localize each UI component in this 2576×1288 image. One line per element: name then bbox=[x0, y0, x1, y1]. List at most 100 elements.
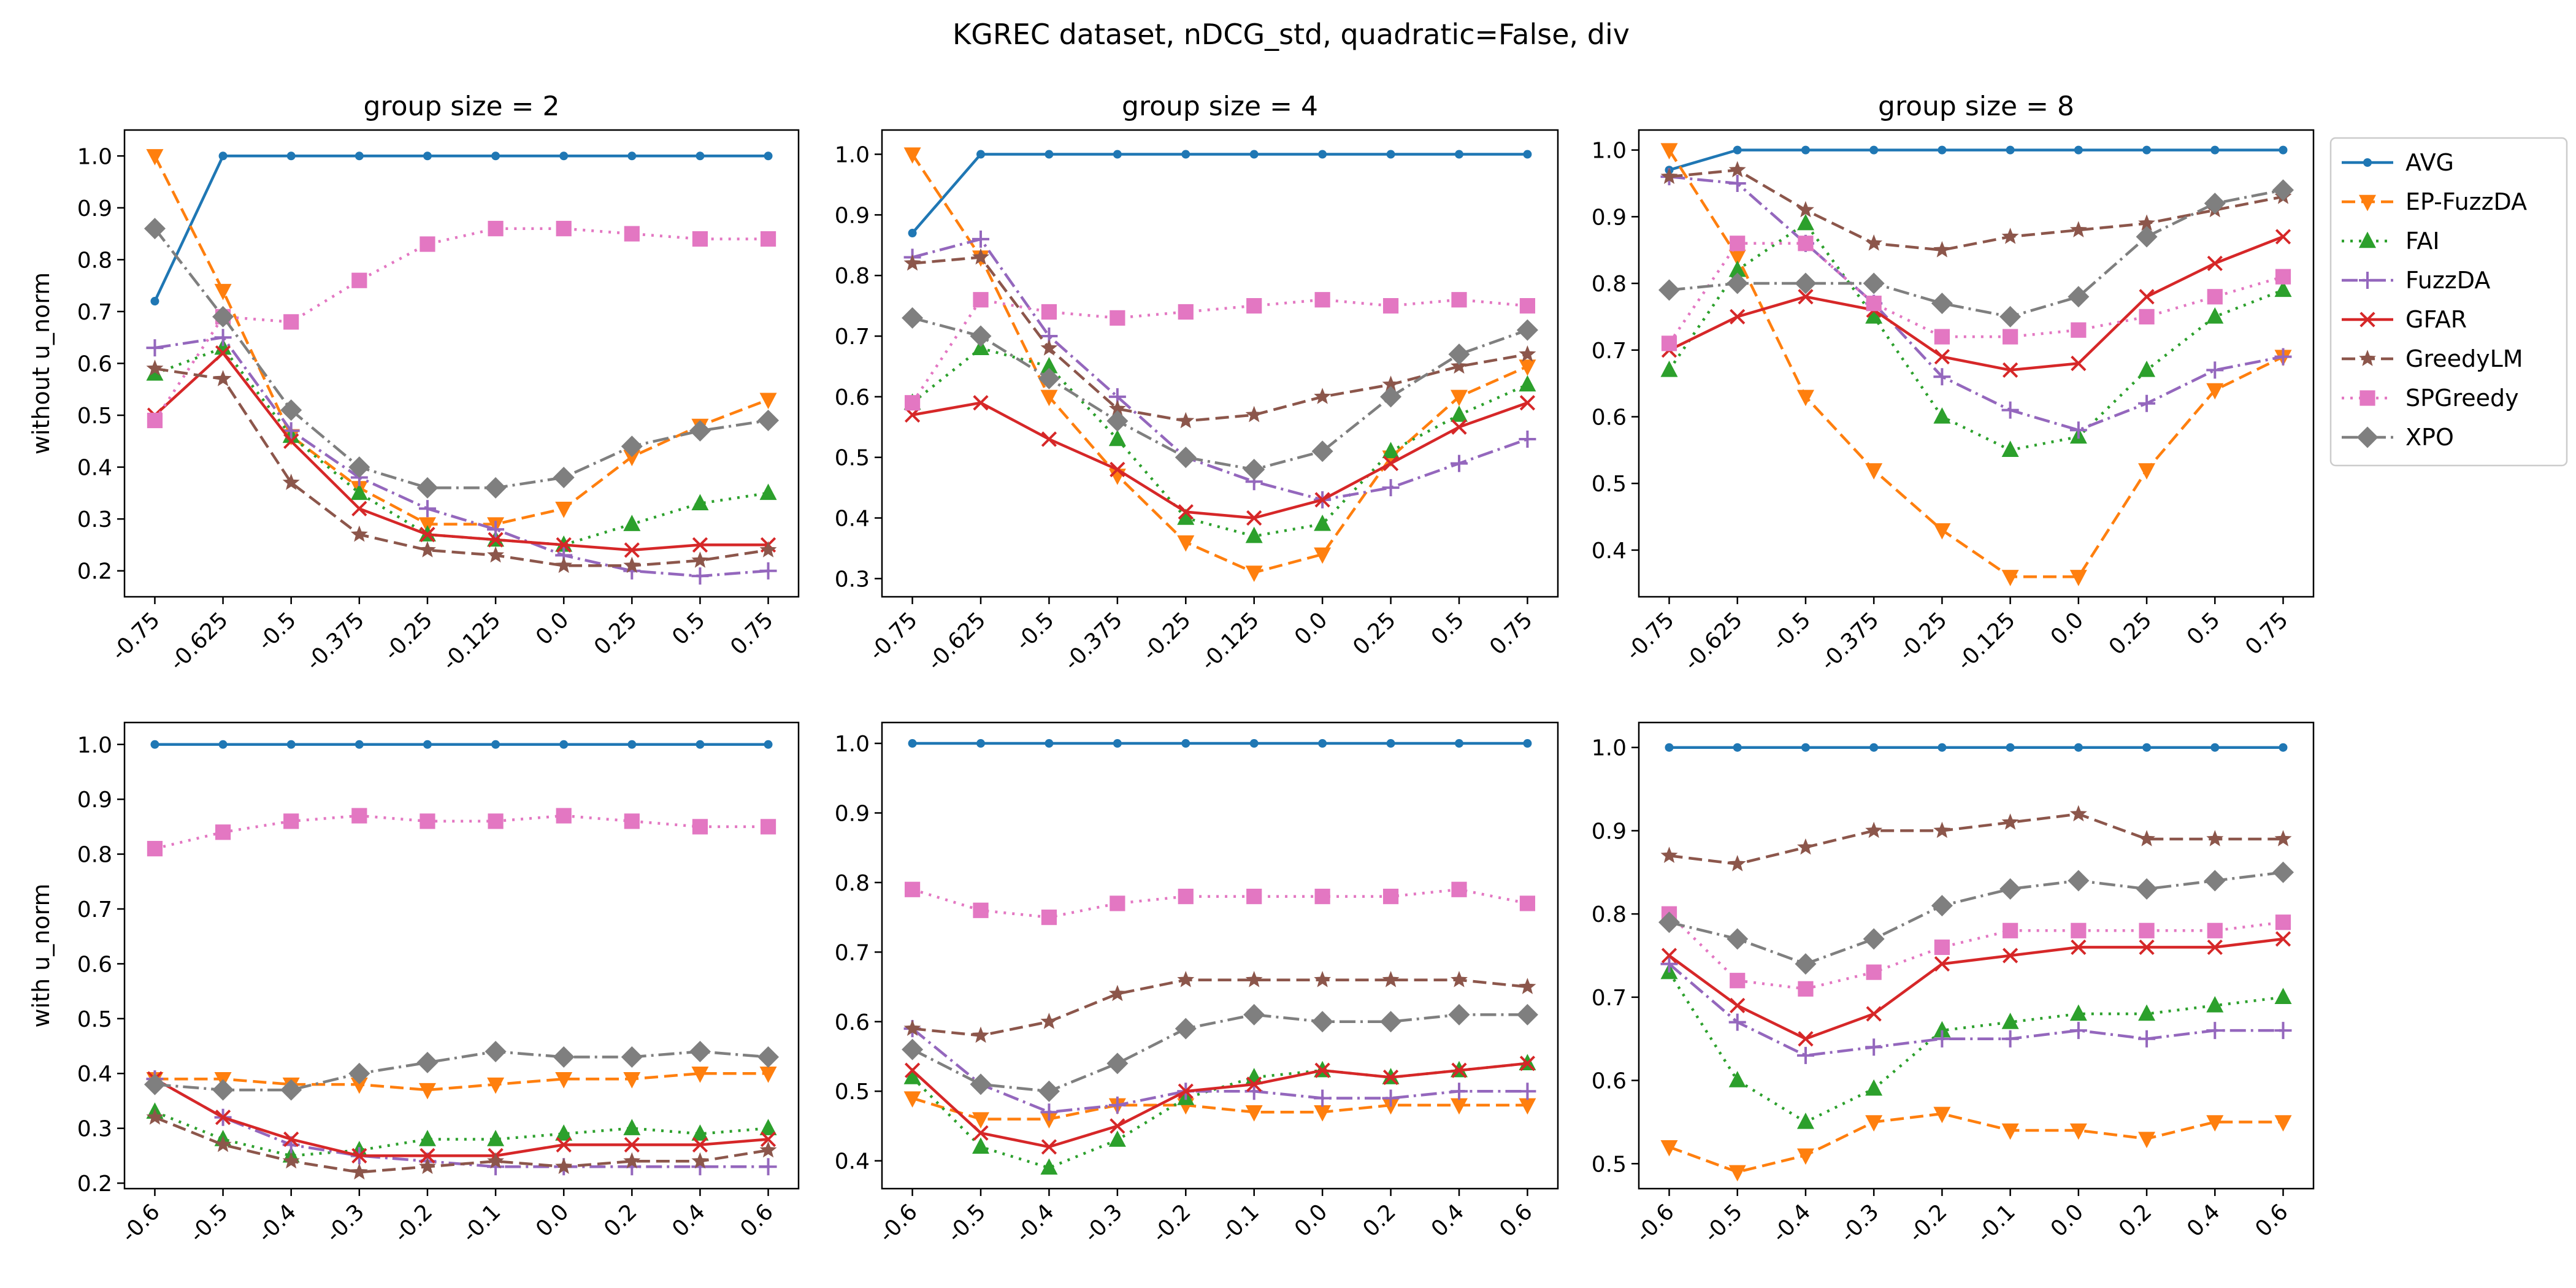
y-tick-label: 0.6 bbox=[835, 385, 870, 410]
data-point bbox=[1314, 888, 1330, 905]
data-point bbox=[1040, 339, 1058, 356]
data-point bbox=[1113, 150, 1122, 159]
data-point bbox=[1660, 1140, 1678, 1157]
data-point bbox=[214, 1135, 232, 1152]
series-line bbox=[1668, 962, 2283, 1057]
y-tick-label: 0.4 bbox=[835, 1149, 870, 1175]
data-point bbox=[215, 824, 231, 840]
data-point bbox=[283, 813, 299, 829]
series-xpo bbox=[902, 307, 1538, 480]
data-point bbox=[1314, 547, 1332, 564]
data-point bbox=[1733, 743, 1742, 752]
data-point bbox=[1113, 739, 1122, 748]
data-point bbox=[1040, 1158, 1058, 1175]
data-point bbox=[760, 231, 776, 247]
series-xpo bbox=[144, 218, 780, 499]
data-point bbox=[627, 151, 637, 161]
data-point bbox=[420, 813, 435, 829]
series-line bbox=[153, 155, 769, 526]
data-point bbox=[1661, 948, 1677, 964]
data-point bbox=[1938, 743, 1947, 752]
data-point bbox=[1045, 150, 1054, 159]
data-point bbox=[286, 151, 296, 161]
series-line bbox=[153, 155, 769, 302]
data-point bbox=[1450, 389, 1468, 407]
data-point bbox=[555, 1071, 573, 1089]
y-tick-label: 0.8 bbox=[77, 248, 112, 273]
data-point bbox=[1519, 375, 1536, 392]
data-point bbox=[559, 740, 569, 749]
data-point bbox=[1933, 821, 1951, 838]
data-point bbox=[1519, 395, 1536, 411]
data-point bbox=[904, 395, 921, 411]
data-point bbox=[2206, 1115, 2224, 1132]
data-point bbox=[1516, 1003, 1538, 1025]
data-point bbox=[2274, 280, 2292, 297]
series-greedylm bbox=[1660, 805, 2292, 872]
figure-suptitle: KGREC dataset, nDCG_std, quadratic=False… bbox=[953, 18, 1630, 51]
data-point bbox=[2279, 743, 2288, 752]
data-point bbox=[1865, 821, 1883, 838]
data-point bbox=[1451, 971, 1468, 987]
data-point bbox=[903, 254, 921, 271]
data-point bbox=[759, 1119, 777, 1135]
data-point bbox=[759, 483, 777, 500]
series-avg bbox=[150, 151, 773, 306]
data-point bbox=[623, 450, 641, 467]
data-point bbox=[2074, 145, 2083, 155]
series-line bbox=[911, 153, 1528, 234]
data-point bbox=[1245, 405, 1263, 423]
data-point bbox=[282, 473, 300, 490]
data-point bbox=[144, 218, 166, 240]
data-point bbox=[2272, 179, 2294, 201]
data-point bbox=[2274, 987, 2292, 1005]
legend-marker bbox=[2359, 350, 2376, 366]
data-point bbox=[2071, 939, 2087, 956]
axes-frame bbox=[881, 721, 1559, 1190]
data-point bbox=[2139, 939, 2155, 956]
data-point bbox=[1041, 431, 1057, 447]
data-point bbox=[1382, 442, 1400, 459]
data-point bbox=[1311, 1011, 1333, 1033]
series-greedylm bbox=[903, 971, 1536, 1043]
data-point bbox=[419, 541, 436, 558]
y-tick-label: 0.5 bbox=[835, 446, 870, 471]
data-point bbox=[214, 338, 232, 355]
data-point bbox=[1999, 878, 2022, 900]
data-point bbox=[2138, 360, 2156, 377]
data-point bbox=[485, 1040, 507, 1062]
data-point bbox=[282, 1152, 300, 1169]
data-point bbox=[282, 422, 300, 440]
data-point bbox=[623, 1071, 641, 1089]
data-point bbox=[973, 1125, 989, 1141]
data-point bbox=[416, 477, 439, 499]
series-line bbox=[153, 351, 769, 552]
data-point bbox=[1519, 431, 1536, 448]
data-point bbox=[623, 1119, 641, 1135]
data-point bbox=[2206, 307, 2224, 324]
data-point bbox=[1795, 953, 1817, 975]
data-point bbox=[1314, 292, 1330, 308]
data-point bbox=[2142, 145, 2152, 155]
data-point bbox=[759, 1067, 777, 1083]
data-point bbox=[1519, 1056, 1536, 1071]
data-point bbox=[1938, 145, 1947, 155]
data-point bbox=[1865, 463, 1883, 480]
data-point bbox=[1933, 1021, 1951, 1038]
legend-label: GreedyLM bbox=[2405, 345, 2523, 372]
data-point bbox=[2206, 361, 2224, 379]
data-point bbox=[1660, 143, 1678, 160]
data-point bbox=[1040, 357, 1058, 374]
data-point bbox=[1314, 515, 1332, 531]
series-xpo bbox=[1658, 861, 2294, 975]
data-point bbox=[556, 1137, 572, 1153]
y-tick-label: 0.4 bbox=[77, 1062, 112, 1087]
data-point bbox=[2206, 1022, 2224, 1040]
data-point bbox=[691, 1067, 709, 1083]
data-point bbox=[350, 525, 368, 542]
series-gfar bbox=[904, 1056, 1536, 1155]
data-point bbox=[1933, 1030, 1951, 1048]
series-xpo bbox=[902, 1003, 1538, 1102]
data-point bbox=[2001, 570, 2019, 586]
data-point bbox=[908, 739, 917, 748]
